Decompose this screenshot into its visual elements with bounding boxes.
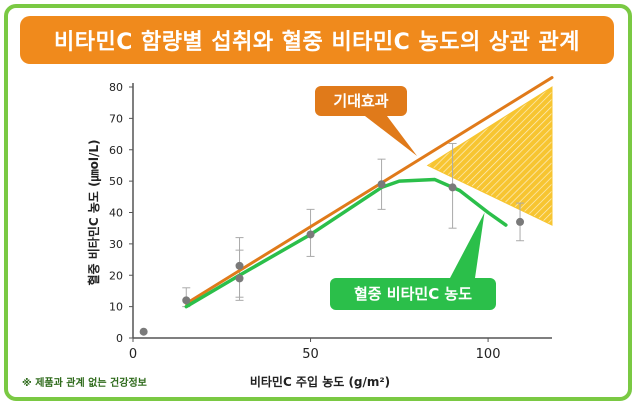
blood-level-line [184, 177, 508, 309]
data-point [182, 296, 191, 305]
y-tick-label: 40 [109, 207, 123, 220]
callout-pointer-expected [365, 116, 418, 157]
title-banner: 비타민C 함량별 섭취와 혈중 비타민C 농도의 상관 관계 [20, 16, 614, 64]
callout-box-measured [330, 278, 496, 310]
x-axis-label: 비타민C 주입 농도 (g/m²) [250, 374, 390, 389]
callout-box-expected [315, 86, 407, 116]
data-point [235, 261, 244, 270]
x-tick-label: 50 [302, 347, 319, 362]
data-point [139, 327, 148, 336]
callout-pointer-measured [450, 212, 485, 278]
data-point [377, 180, 386, 189]
y-tick-label: 50 [109, 175, 123, 188]
x-tick-label: 100 [476, 347, 501, 362]
y-tick-label: 70 [109, 112, 123, 125]
footnote: ※ 제품과 관계 없는 건강정보 [22, 378, 147, 389]
y-axis-label: 혈중 비타민C 농도 (㎛ol/L) [86, 140, 101, 286]
y-tick-label: 20 [109, 269, 123, 282]
y-tick-label: 30 [109, 238, 123, 251]
x-tick-label: 0 [129, 347, 137, 362]
y-tick-label: 80 [109, 81, 123, 94]
data-point [235, 274, 244, 283]
expected-effect-line [184, 76, 554, 305]
y-tick-label: 60 [109, 144, 123, 157]
y-tick-label: 0 [116, 332, 123, 345]
data-point [448, 183, 457, 192]
y-tick-label: 10 [109, 301, 123, 314]
callout-label-measured: 혈중 비타민C 농도 [354, 285, 472, 303]
highlight-triangle [426, 86, 553, 226]
data-point [306, 230, 315, 239]
chart-title: 비타민C 함량별 섭취와 혈중 비타민C 농도의 상관 관계 [54, 30, 580, 55]
callout-label-expected: 기대효과 [333, 92, 388, 110]
data-point [516, 217, 525, 226]
